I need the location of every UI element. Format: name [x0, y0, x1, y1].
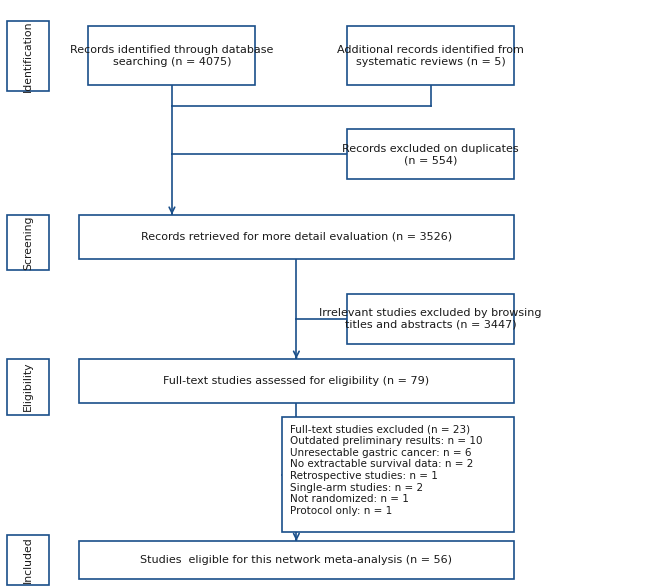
- Text: Identification: Identification: [23, 20, 33, 92]
- FancyBboxPatch shape: [7, 21, 49, 91]
- Text: Records retrieved for more detail evaluation (n = 3526): Records retrieved for more detail evalua…: [141, 232, 452, 242]
- Text: Records identified through database
searching (n = 4075): Records identified through database sear…: [70, 45, 274, 66]
- FancyBboxPatch shape: [282, 417, 514, 532]
- FancyBboxPatch shape: [7, 359, 49, 415]
- Text: Additional records identified from
systematic reviews (n = 5): Additional records identified from syste…: [337, 45, 524, 66]
- Text: Included: Included: [23, 537, 33, 583]
- FancyBboxPatch shape: [79, 215, 514, 259]
- Text: Screening: Screening: [23, 215, 33, 270]
- FancyBboxPatch shape: [347, 294, 514, 344]
- FancyBboxPatch shape: [7, 215, 49, 270]
- FancyBboxPatch shape: [7, 535, 49, 585]
- FancyBboxPatch shape: [79, 541, 514, 579]
- Text: Irrelevant studies excluded by browsing
titles and abstracts (n = 3447): Irrelevant studies excluded by browsing …: [320, 308, 542, 330]
- FancyBboxPatch shape: [347, 26, 514, 85]
- Text: Studies  eligible for this network meta-analysis (n = 56): Studies eligible for this network meta-a…: [140, 555, 453, 565]
- FancyBboxPatch shape: [79, 359, 514, 403]
- Text: Eligibility: Eligibility: [23, 362, 33, 412]
- Text: Full-text studies excluded (n = 23)
Outdated preliminary results: n = 10
Unresec: Full-text studies excluded (n = 23) Outd…: [290, 425, 482, 516]
- Text: Records excluded on duplicates
(n = 554): Records excluded on duplicates (n = 554): [343, 143, 519, 165]
- FancyBboxPatch shape: [347, 129, 514, 179]
- Text: Full-text studies assessed for eligibility (n = 79): Full-text studies assessed for eligibili…: [163, 376, 430, 386]
- FancyBboxPatch shape: [88, 26, 255, 85]
